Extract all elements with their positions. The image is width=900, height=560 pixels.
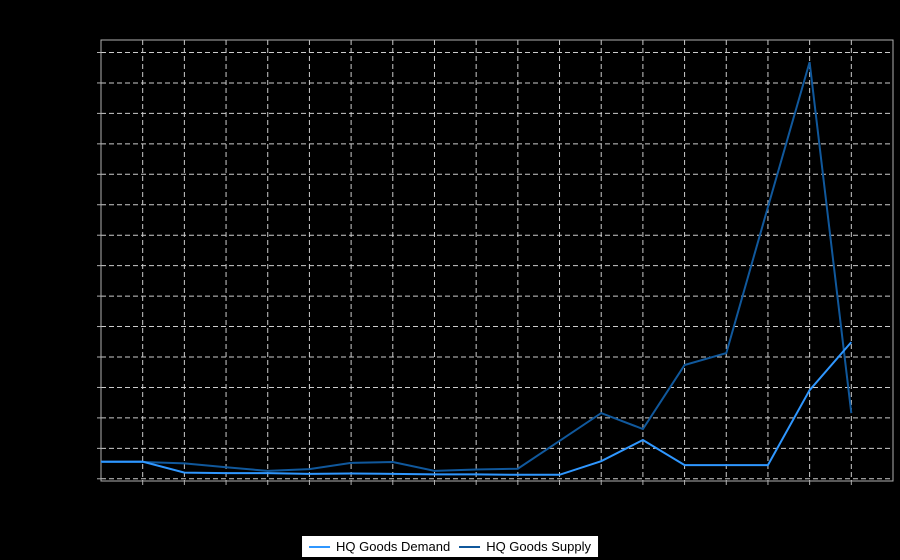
legend-entry-supply: HQ Goods Supply <box>459 539 591 554</box>
legend-label-demand: HQ Goods Demand <box>336 539 451 554</box>
legend-entry-demand: HQ Goods Demand <box>309 539 450 554</box>
series-line-hq-goods-demand <box>101 341 853 476</box>
legend: HQ Goods Demand HQ Goods Supply <box>302 536 598 557</box>
supply-line-icon <box>459 545 481 548</box>
line-chart <box>97 39 894 485</box>
series-line-hq-goods-supply <box>101 61 853 472</box>
legend-label-supply: HQ Goods Supply <box>486 539 591 554</box>
demand-line-icon <box>309 545 331 548</box>
